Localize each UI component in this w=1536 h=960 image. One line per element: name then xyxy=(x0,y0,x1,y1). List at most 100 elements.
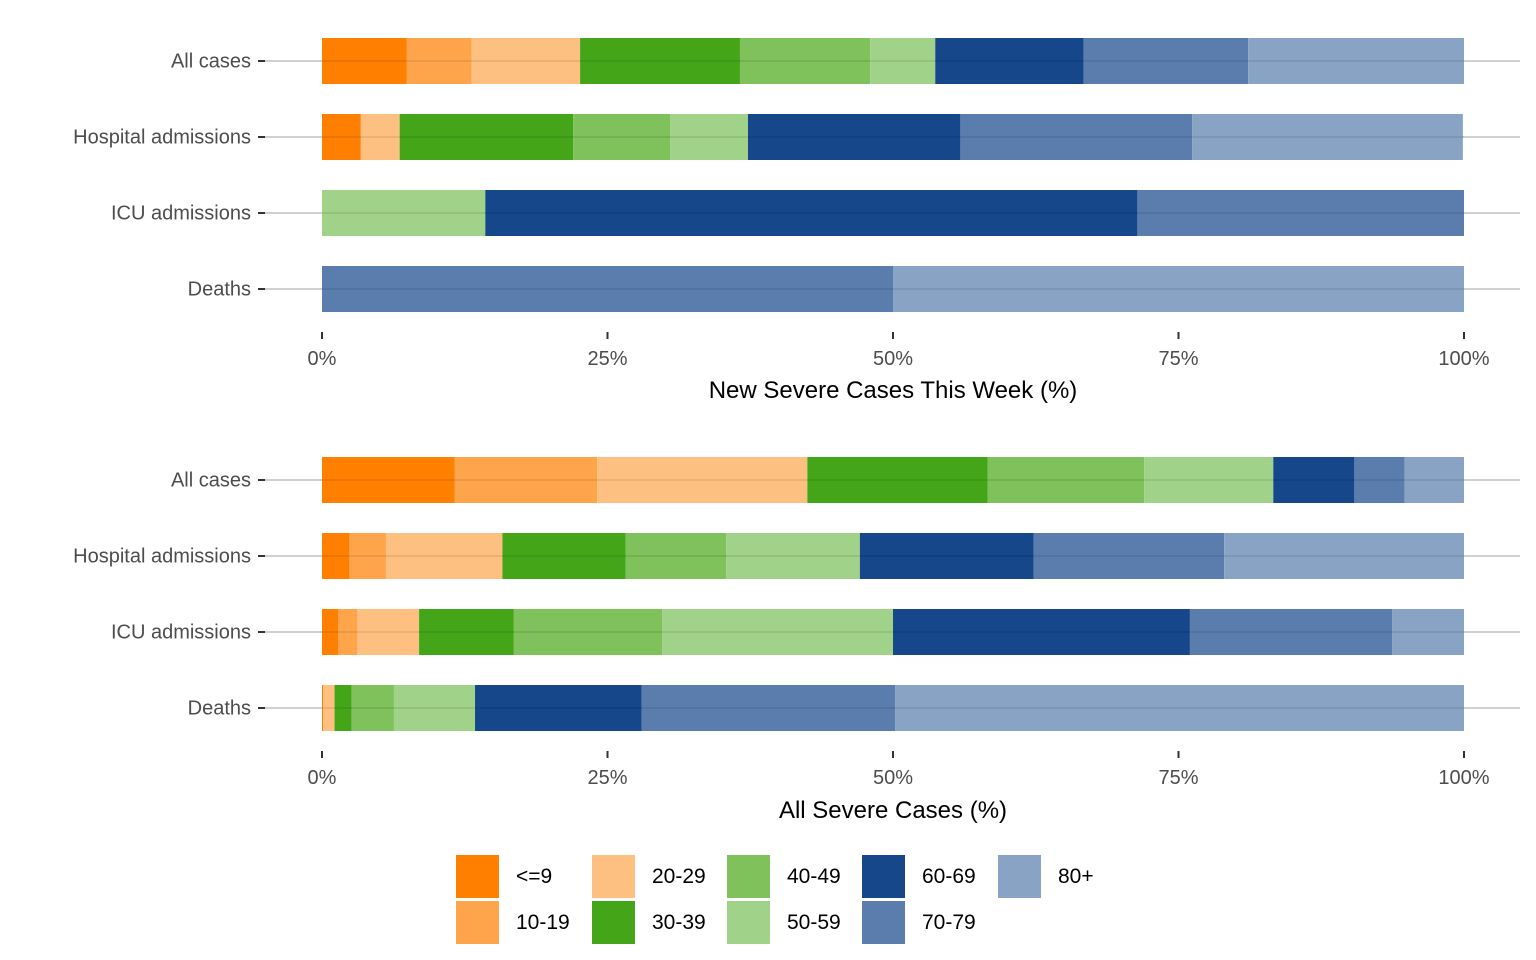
legend-swatch xyxy=(862,855,905,898)
legend-swatch xyxy=(862,901,905,944)
legend-swatch xyxy=(592,901,635,944)
bar-segment-hospital-admissions-60-69 xyxy=(747,114,961,160)
legend-label: 40-49 xyxy=(787,865,841,888)
bar-segment-icu-admissions-30-39 xyxy=(419,609,514,655)
bar-segment-icu-admissions-60-69 xyxy=(485,190,1138,236)
bar-segment-icu-admissions-10-19 xyxy=(337,609,358,655)
x-tick-label: 0% xyxy=(308,348,337,370)
bar-segment-deaths-30-39 xyxy=(334,685,352,731)
bar-segment-hospital-admissions-le9 xyxy=(322,533,350,579)
bar-segment-hospital-admissions-80plus xyxy=(1224,533,1464,579)
legend-item-50-59: 50-59 xyxy=(727,901,841,944)
legend: <=9 10-19 20-29 30-39 40-49 50-59 60-69 70-79 80… xyxy=(456,855,1094,944)
bar-segment-all-cases-le9 xyxy=(322,38,407,84)
legend-item-80plus: 80+ xyxy=(998,855,1094,898)
x-tick-label: 25% xyxy=(587,767,627,789)
bar-segment-all-cases-80plus xyxy=(1248,38,1464,84)
x-tick-label: 75% xyxy=(1158,348,1198,370)
bar-segment-hospital-admissions-20-29 xyxy=(385,533,503,579)
category-label-deaths: Deaths xyxy=(188,697,251,719)
bar-segment-hospital-admissions-le9 xyxy=(322,114,361,160)
bar-segment-all-cases-20-29 xyxy=(597,457,808,503)
bar-segment-hospital-admissions-50-59 xyxy=(670,114,748,160)
bar-segment-all-cases-le9 xyxy=(322,457,455,503)
legend-item-le9: <=9 xyxy=(456,855,552,898)
bar-segment-all-cases-70-79 xyxy=(1083,38,1249,84)
legend-label: <=9 xyxy=(516,865,552,888)
legend-swatch xyxy=(727,855,770,898)
legend-label: 30-39 xyxy=(652,911,706,934)
bar-segment-icu-admissions-80plus xyxy=(1392,609,1464,655)
legend-item-70-79: 70-79 xyxy=(862,901,976,944)
legend-swatch xyxy=(456,901,499,944)
bar-segment-deaths-80plus xyxy=(895,685,1464,731)
x-axis-title: New Severe Cases This Week (%) xyxy=(709,377,1078,404)
legend-swatch xyxy=(592,855,635,898)
bar-segment-hospital-admissions-40-49 xyxy=(625,533,727,579)
bar-segment-all-cases-60-69 xyxy=(1273,457,1355,503)
bar-segment-icu-admissions-70-79 xyxy=(1189,609,1393,655)
legend-item-30-39: 30-39 xyxy=(592,901,706,944)
bar-segment-all-cases-40-49 xyxy=(739,38,871,84)
category-label-hospital-admissions: Hospital admissions xyxy=(73,545,251,567)
bar-segment-all-cases-50-59 xyxy=(870,38,936,84)
legend-label: 80+ xyxy=(1058,865,1094,888)
bar-segment-all-cases-80plus xyxy=(1404,457,1464,503)
legend-item-10-19: 10-19 xyxy=(456,901,570,944)
bar-segment-hospital-admissions-50-59 xyxy=(726,533,860,579)
category-label-all-cases: All cases xyxy=(171,469,251,491)
bar-segment-all-cases-40-49 xyxy=(987,457,1145,503)
bar-segment-deaths-70-79 xyxy=(322,266,893,312)
x-tick-label: 100% xyxy=(1438,767,1489,789)
bar-segment-all-cases-70-79 xyxy=(1354,457,1405,503)
bar-segment-all-cases-20-29 xyxy=(471,38,581,84)
x-tick-label: 50% xyxy=(873,348,913,370)
panel-new-severe-cases: All cases Hospital admissions ICU admissio… xyxy=(73,38,1520,404)
panel-all-severe-cases: All cases Hospital admissions ICU admissio… xyxy=(73,457,1520,824)
category-label-hospital-admissions: Hospital admissions xyxy=(73,126,251,148)
legend-item-40-49: 40-49 xyxy=(727,855,841,898)
bar-segment-all-cases-10-19 xyxy=(454,457,598,503)
legend-label: 50-59 xyxy=(787,911,841,934)
bar-segment-all-cases-30-39 xyxy=(580,38,740,84)
bar-segment-all-cases-10-19 xyxy=(406,38,472,84)
bar-segment-deaths-70-79 xyxy=(641,685,896,731)
bar-segment-deaths-le9 xyxy=(322,685,324,731)
bar-segment-hospital-admissions-70-79 xyxy=(1033,533,1225,579)
category-label-deaths: Deaths xyxy=(188,278,251,300)
category-label-all-cases: All cases xyxy=(171,50,251,72)
bar-segment-hospital-admissions-20-29 xyxy=(360,114,400,160)
bar-segment-icu-admissions-20-29 xyxy=(357,609,420,655)
x-tick-label: 25% xyxy=(587,348,627,370)
bar-segment-icu-admissions-50-59 xyxy=(322,190,486,236)
x-axis-title: All Severe Cases (%) xyxy=(779,797,1007,824)
bar-segment-icu-admissions-50-59 xyxy=(662,609,893,655)
category-label-icu-admissions: ICU admissions xyxy=(111,621,251,643)
bar-segment-hospital-admissions-30-39 xyxy=(399,114,574,160)
bar-segment-all-cases-60-69 xyxy=(935,38,1084,84)
bar-segment-hospital-admissions-70-79 xyxy=(960,114,1193,160)
bar-segment-icu-admissions-le9 xyxy=(322,609,338,655)
bar-segment-deaths-80plus xyxy=(893,266,1464,312)
x-tick-label: 100% xyxy=(1438,348,1489,370)
legend-label: 60-69 xyxy=(922,865,976,888)
bar-segment-deaths-60-69 xyxy=(475,685,642,731)
legend-label: 70-79 xyxy=(922,911,976,934)
bar-segment-hospital-admissions-80plus xyxy=(1192,114,1463,160)
category-label-icu-admissions: ICU admissions xyxy=(111,202,251,224)
bar-segment-hospital-admissions-60-69 xyxy=(859,533,1034,579)
bar-segment-hospital-admissions-10-19 xyxy=(349,533,386,579)
x-tick-label: 75% xyxy=(1158,767,1198,789)
bar-segment-icu-admissions-60-69 xyxy=(893,609,1190,655)
bar-segment-all-cases-30-39 xyxy=(807,457,988,503)
bar-segment-hospital-admissions-40-49 xyxy=(573,114,671,160)
bar-segment-all-cases-50-59 xyxy=(1144,457,1274,503)
bar-segment-icu-admissions-70-79 xyxy=(1137,190,1464,236)
legend-item-20-29: 20-29 xyxy=(592,855,706,898)
legend-swatch xyxy=(998,855,1041,898)
legend-swatch xyxy=(727,901,770,944)
x-tick-label: 0% xyxy=(308,767,337,789)
x-tick-label: 50% xyxy=(873,767,913,789)
legend-item-60-69: 60-69 xyxy=(862,855,976,898)
